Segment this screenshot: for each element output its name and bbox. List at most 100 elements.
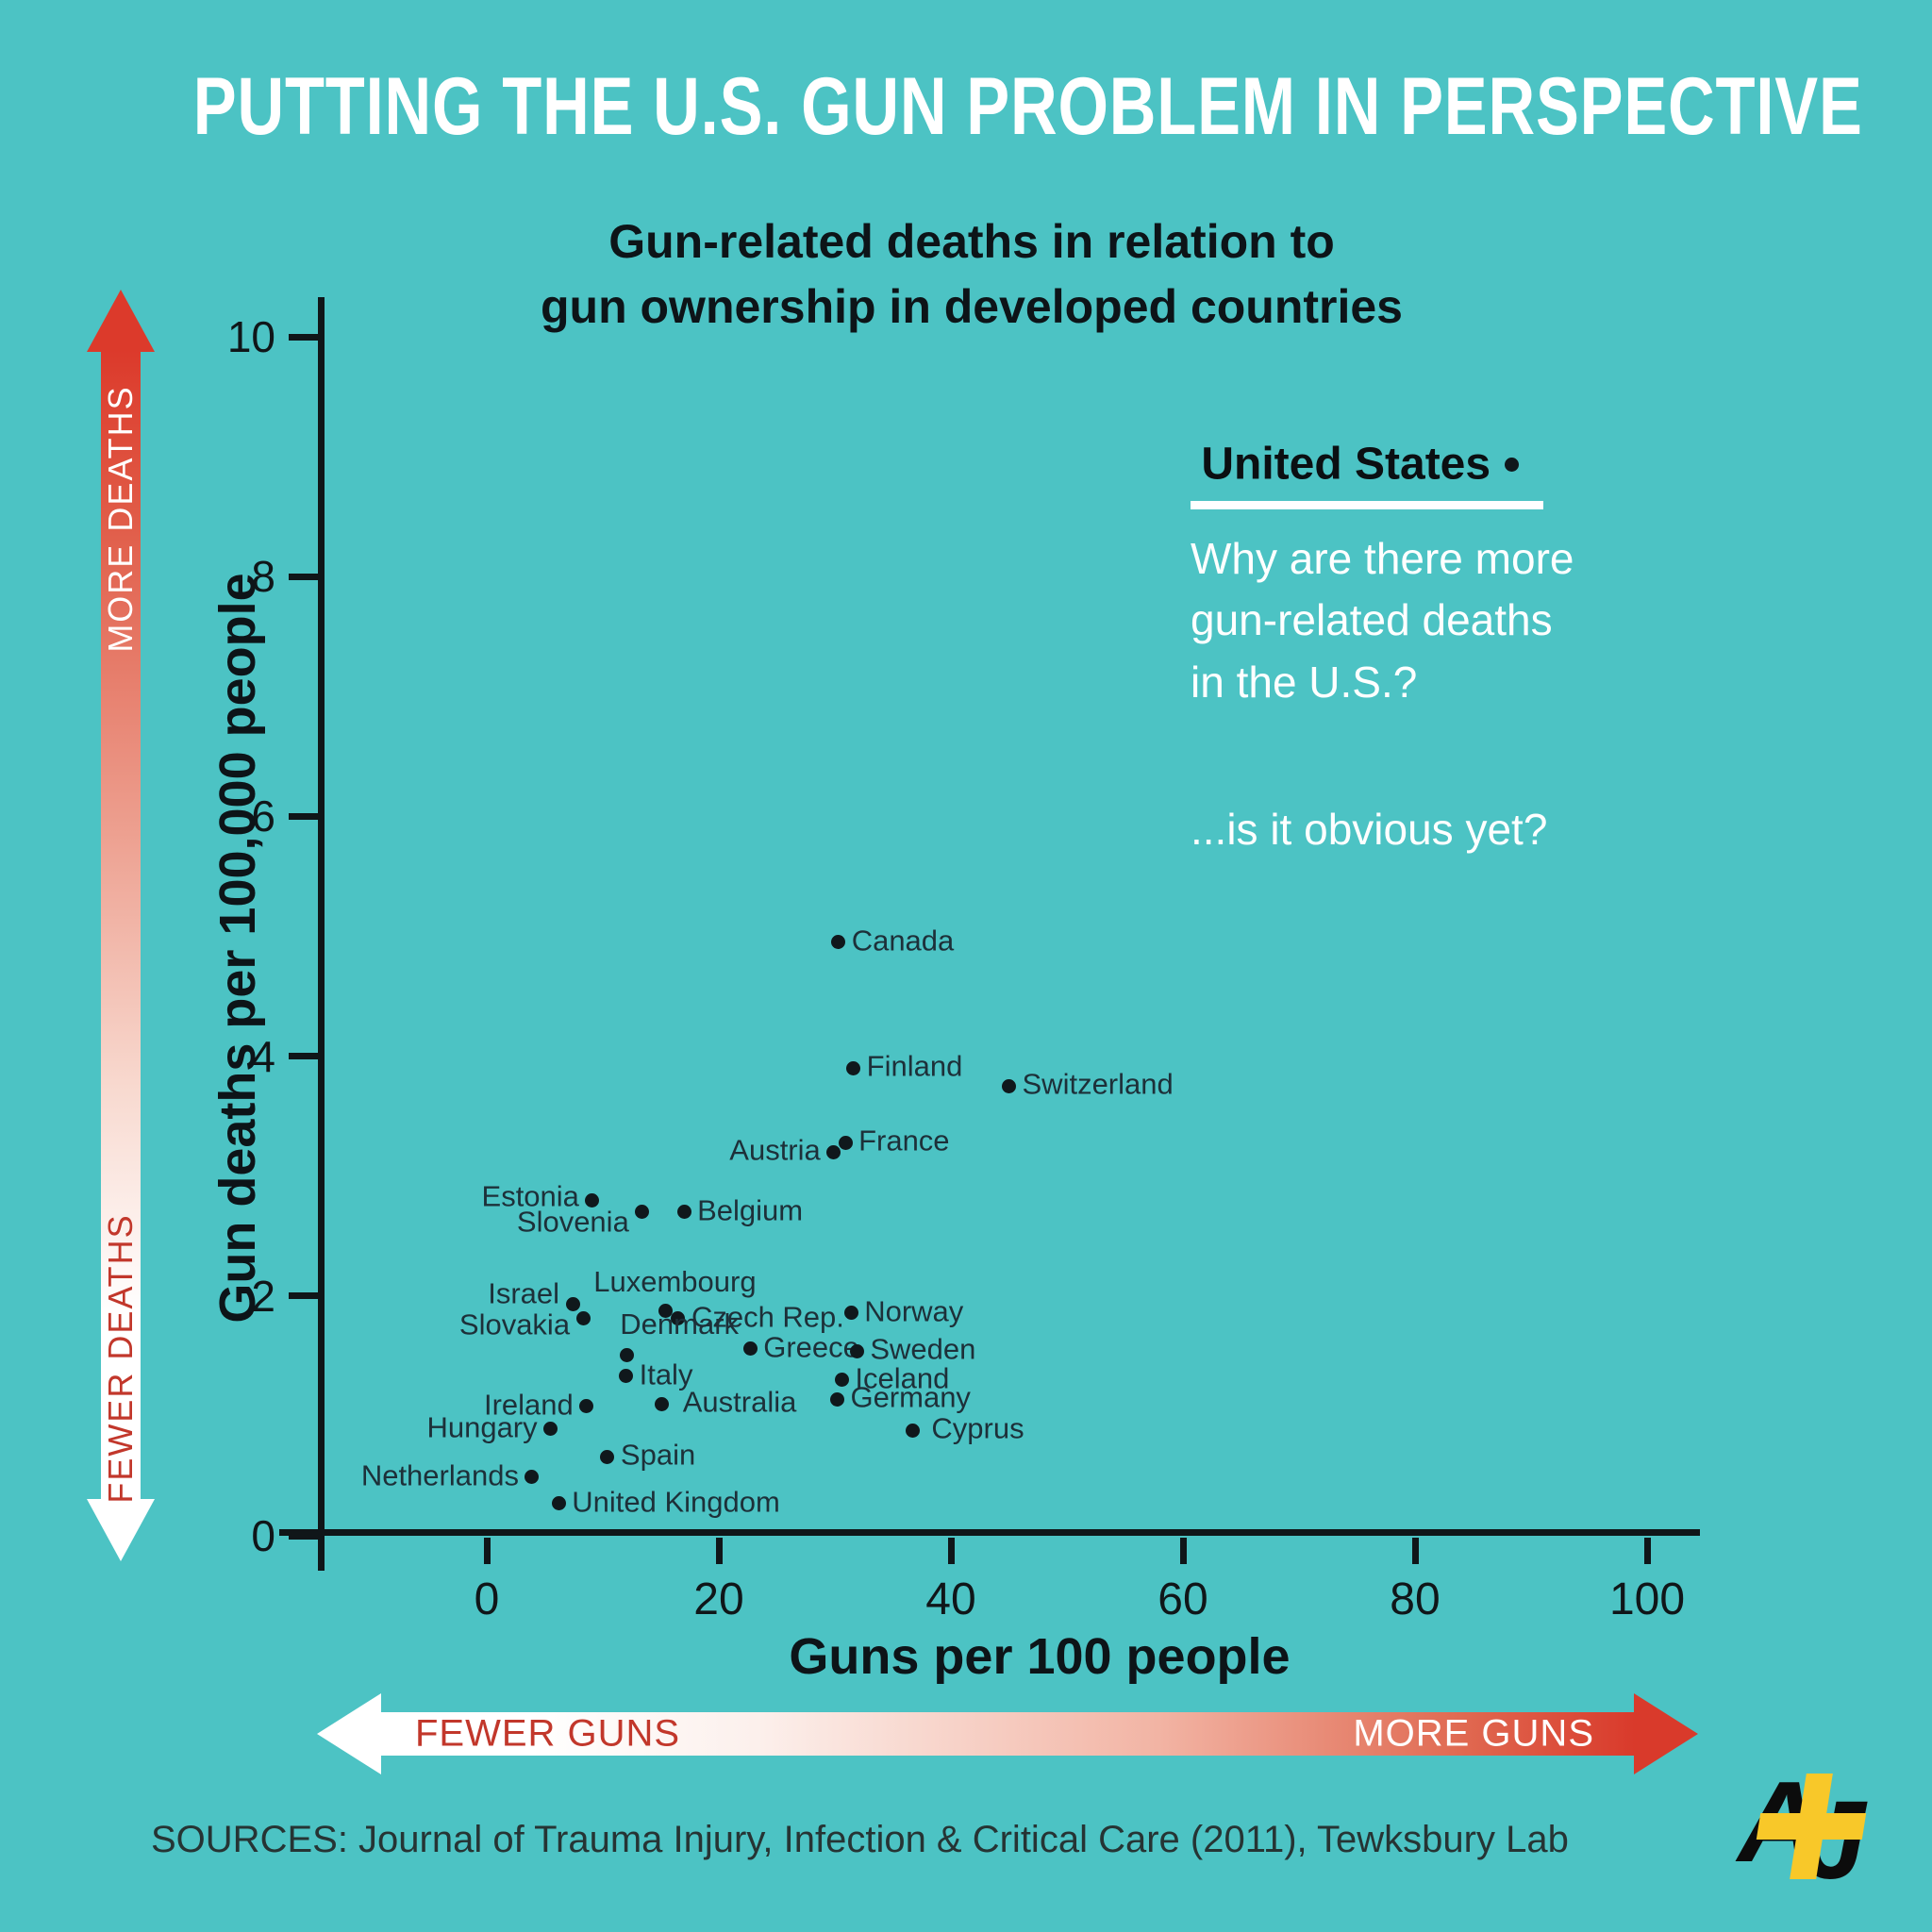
- x-tick-mark-0: [483, 1538, 491, 1564]
- austria-point: [826, 1144, 841, 1159]
- netherlands-label: Netherlands: [360, 1458, 519, 1492]
- united-states-point: [1504, 458, 1519, 473]
- ajplus-logo: A J: [1738, 1757, 1898, 1907]
- y-tick-mark-6: [289, 812, 319, 820]
- italy-point: [619, 1369, 634, 1384]
- arrow-right-icon: [1634, 1693, 1698, 1774]
- australia-label: Australia: [682, 1385, 797, 1419]
- ireland-label: Ireland: [483, 1388, 574, 1422]
- y-tick-mark-0: [289, 1532, 319, 1540]
- denmark-point: [620, 1347, 635, 1362]
- united-states-label: United States: [1201, 439, 1491, 490]
- israel-point: [565, 1297, 580, 1312]
- united-kingdom-point: [551, 1496, 566, 1511]
- hungary-point: [543, 1422, 558, 1437]
- sweden-point: [849, 1343, 864, 1358]
- x-tick-label-20: 20: [693, 1574, 744, 1624]
- y-tick-label-4: 4: [251, 1031, 275, 1081]
- slovakia-label: Slovakia: [458, 1307, 571, 1341]
- iceland-label: Iceland: [855, 1361, 950, 1395]
- netherlands-point: [525, 1470, 540, 1485]
- arrow-left-icon: [317, 1693, 381, 1774]
- deaths-arrow-shaft: [101, 350, 141, 1501]
- luxembourg-point: [658, 1303, 673, 1318]
- y-tick-label-6: 6: [251, 791, 275, 841]
- chart-title-line1: Gun-related deaths in relation to: [608, 215, 1335, 268]
- estonia-label: Estonia: [481, 1179, 579, 1213]
- denmark-label: Denmark: [620, 1307, 740, 1341]
- x-tick-mark-100: [1643, 1538, 1651, 1564]
- us-tagline: ...is it obvious yet?: [1191, 805, 1548, 854]
- canada-label: Canada: [851, 924, 955, 958]
- y-tick-mark-8: [289, 573, 319, 580]
- france-label: France: [858, 1124, 950, 1158]
- poster-title: PUTTING THE U.S. GUN PROBLEM IN PERSPECT…: [192, 61, 1863, 152]
- chart-title-line2: gun ownership in developed countries: [541, 280, 1403, 333]
- hungary-label: Hungary: [426, 1410, 538, 1444]
- x-tick-label-0: 0: [474, 1574, 500, 1624]
- canada-point: [831, 935, 846, 950]
- germany-label: Germany: [850, 1380, 971, 1414]
- slovenia-point: [635, 1205, 650, 1220]
- y-axis-title: Gun deaths per 100,000 people: [209, 573, 266, 1324]
- arrow-up-icon: [87, 290, 155, 352]
- x-axis-line: [279, 1529, 1700, 1536]
- us-question-line1: Why are there more: [1191, 534, 1574, 583]
- finland-point: [846, 1060, 861, 1075]
- greece-point: [742, 1341, 758, 1357]
- x-tick-mark-20: [715, 1538, 723, 1564]
- germany-point: [829, 1391, 844, 1407]
- sweden-label: Sweden: [870, 1332, 976, 1366]
- greece-label: Greece: [763, 1330, 859, 1364]
- united-kingdom-label: United Kingdom: [572, 1485, 780, 1519]
- y-tick-label-0: 0: [251, 1511, 275, 1560]
- slovakia-point: [575, 1311, 591, 1326]
- slovenia-label: Slovenia: [516, 1205, 629, 1239]
- y-tick-label-10: 10: [226, 312, 275, 361]
- more-guns-label: MORE GUNS: [1353, 1712, 1594, 1755]
- belgium-label: Belgium: [697, 1193, 804, 1227]
- y-tick-mark-10: [289, 333, 319, 341]
- australia-point: [655, 1396, 670, 1411]
- y-tick-mark-2: [289, 1292, 319, 1300]
- us-question-line2: gun-related deaths: [1191, 595, 1553, 645]
- belgium-point: [676, 1205, 691, 1220]
- fewer-deaths-label: FEWER DEATHS: [101, 1213, 140, 1504]
- luxembourg-label: Luxembourg: [593, 1265, 757, 1299]
- x-tick-label-100: 100: [1608, 1574, 1686, 1624]
- norway-point: [843, 1306, 858, 1321]
- x-tick-mark-60: [1179, 1538, 1187, 1564]
- x-tick-label-80: 80: [1390, 1574, 1441, 1624]
- y-tick-mark-4: [289, 1053, 319, 1060]
- more-deaths-label: MORE DEATHS: [101, 385, 140, 653]
- france-point: [838, 1135, 853, 1150]
- spain-point: [600, 1449, 615, 1464]
- arrow-down-icon: [87, 1499, 155, 1561]
- guns-arrow-shaft: [380, 1712, 1635, 1756]
- fewer-guns-label: FEWER GUNS: [415, 1712, 681, 1755]
- italy-label: Italy: [639, 1357, 693, 1391]
- logo-plus-icon: [1750, 1774, 1873, 1879]
- czech-rep-label: Czech Rep.: [691, 1300, 844, 1334]
- spain-label: Spain: [620, 1438, 696, 1472]
- cyprus-point: [905, 1423, 920, 1438]
- norway-label: Norway: [864, 1294, 964, 1328]
- switzerland-point: [1002, 1078, 1016, 1093]
- us-underline: [1191, 501, 1543, 509]
- us-question-line3: in the U.S.?: [1191, 657, 1418, 707]
- israel-label: Israel: [488, 1276, 560, 1310]
- x-tick-mark-40: [947, 1538, 955, 1564]
- austria-label: Austria: [729, 1133, 821, 1167]
- y-tick-label-2: 2: [251, 1271, 275, 1321]
- sources-credit: SOURCES: Journal of Trauma Injury, Infec…: [151, 1819, 1569, 1860]
- x-tick-label-40: 40: [925, 1574, 976, 1624]
- czech-rep-point: [671, 1311, 686, 1326]
- x-axis-title: Guns per 100 people: [789, 1628, 1291, 1685]
- cyprus-label: Cyprus: [931, 1411, 1024, 1445]
- finland-label: Finland: [866, 1049, 963, 1083]
- x-tick-label-60: 60: [1158, 1574, 1208, 1624]
- x-tick-mark-80: [1411, 1538, 1419, 1564]
- y-axis-line: [318, 297, 325, 1571]
- ireland-point: [579, 1399, 594, 1414]
